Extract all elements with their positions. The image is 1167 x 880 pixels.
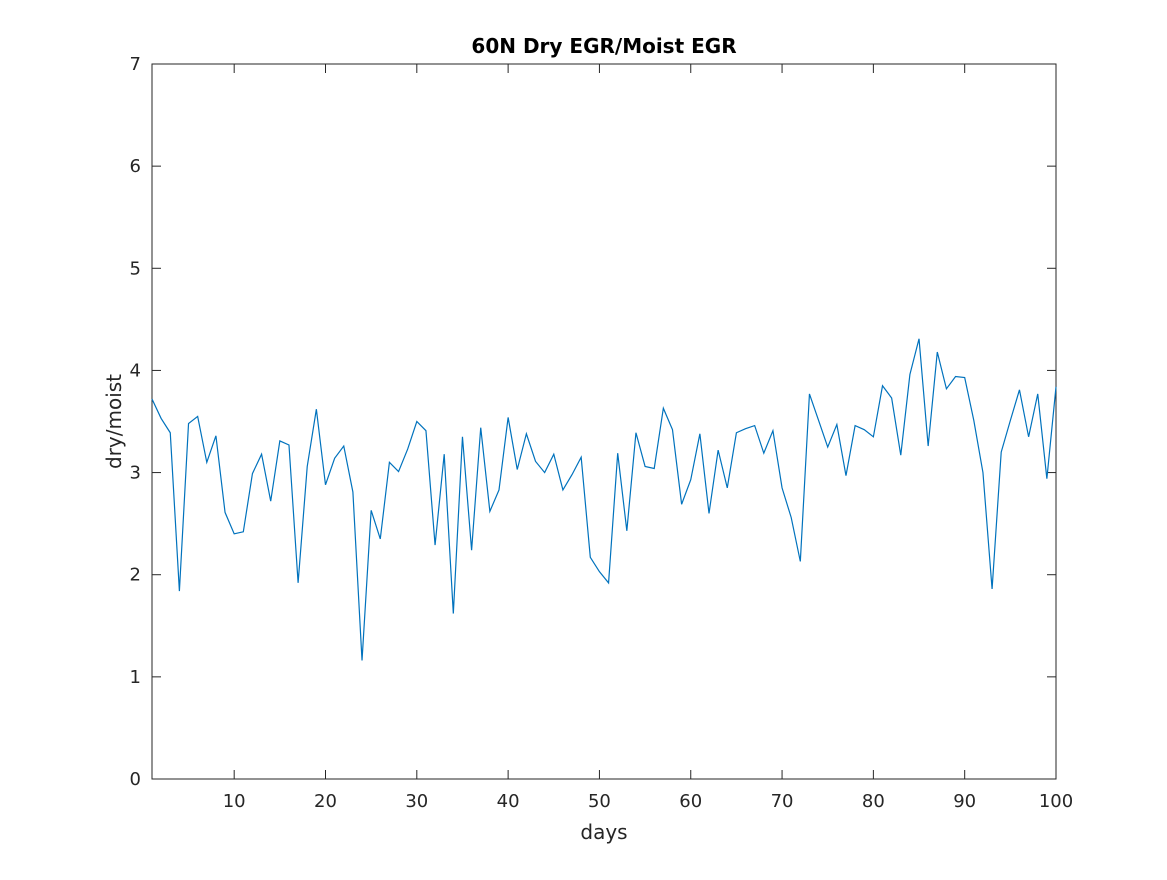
y-tick-label: 5 [130,258,141,279]
x-tick-label: 30 [405,791,428,812]
chart-title: 60N Dry EGR/Moist EGR [471,34,736,58]
x-tick-label: 10 [223,791,246,812]
x-tick-label: 90 [953,791,976,812]
x-tick-label: 100 [1039,791,1073,812]
x-axis-ticks: 10 20 30 40 50 60 70 80 90 100 [223,64,1073,812]
series-line [151,338,1057,661]
y-tick-label: 4 [130,360,141,381]
y-tick-label: 1 [130,667,141,688]
x-axis-label: days [580,820,627,844]
y-tick-label: 0 [130,769,141,790]
x-tick-label: 60 [679,791,702,812]
y-axis-label: dry/moist [102,374,126,469]
x-tick-label: 80 [862,791,885,812]
x-tick-label: 50 [588,791,611,812]
y-tick-label: 3 [130,463,141,484]
x-tick-label: 20 [314,791,337,812]
x-tick-label: 70 [771,791,794,812]
y-tick-label: 7 [130,54,141,75]
y-axis-ticks: 0 1 2 3 4 5 6 7 [130,54,1056,790]
y-tick-label: 6 [130,156,141,177]
y-tick-label: 2 [130,565,141,586]
x-tick-label: 40 [497,791,520,812]
axes-frame [151,63,1057,780]
